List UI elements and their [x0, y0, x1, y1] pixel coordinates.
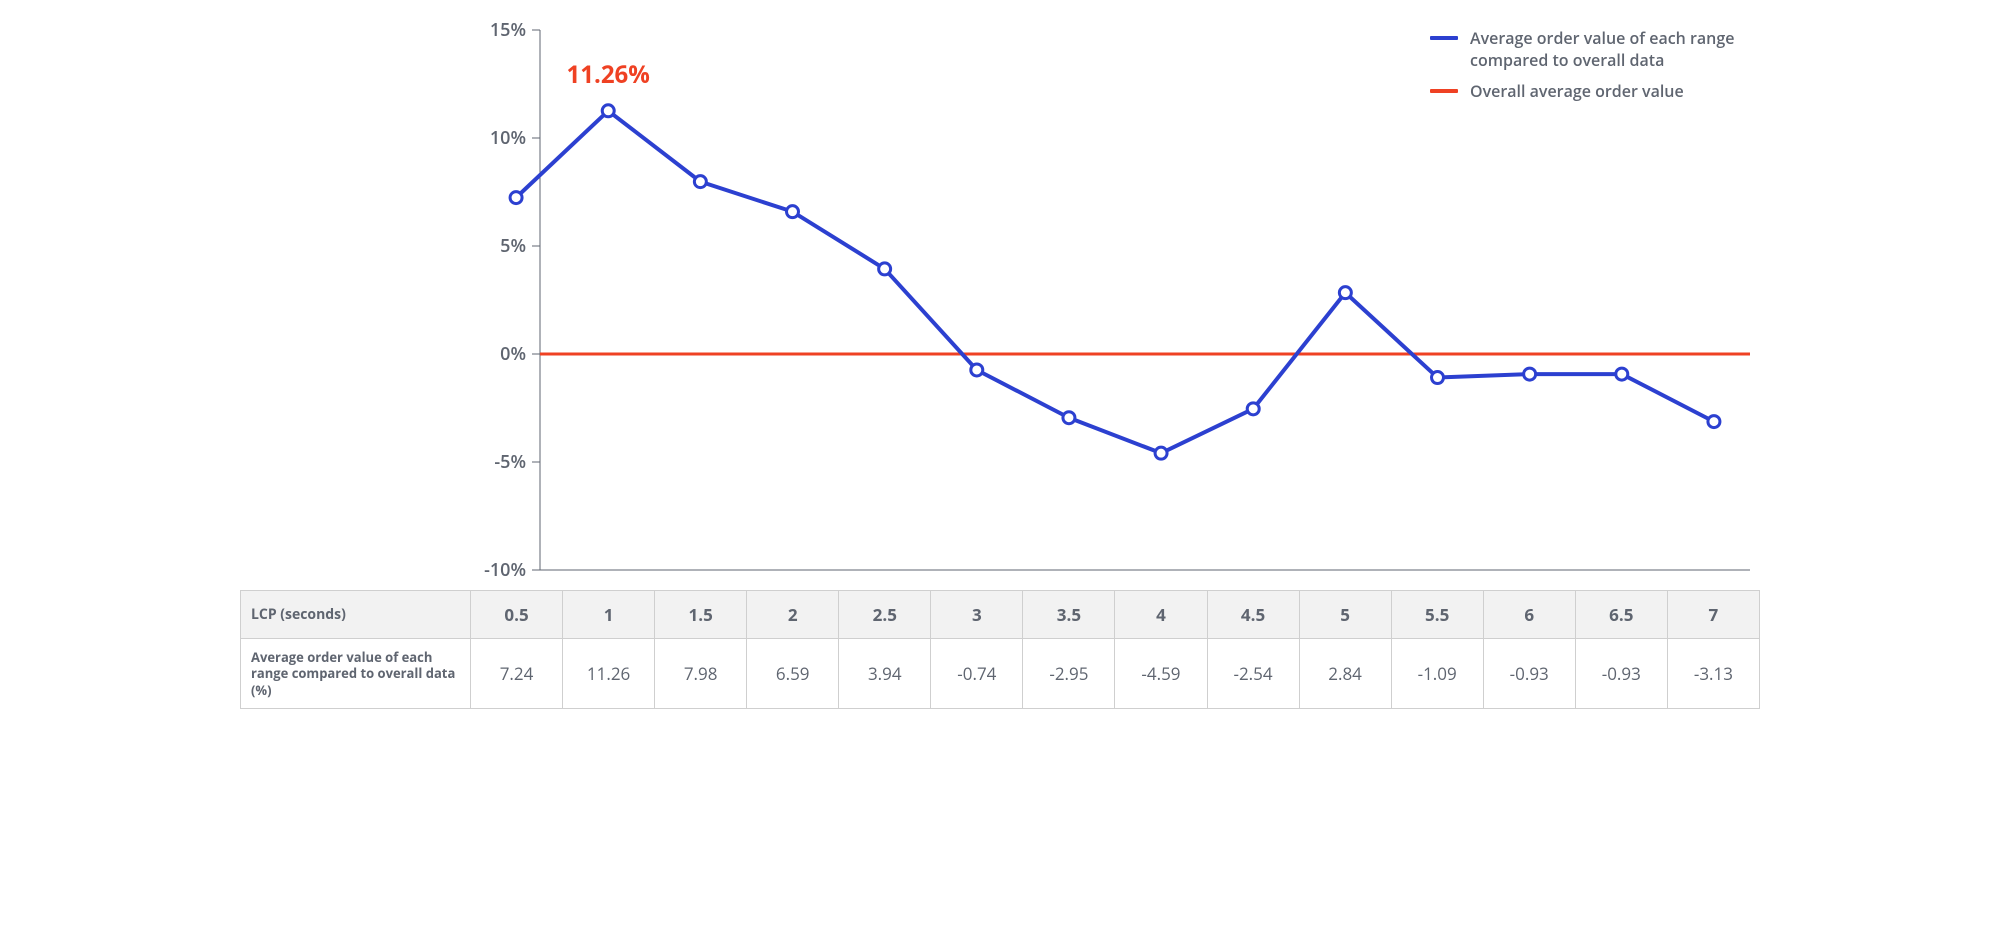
chart-area: -10% -5% 0% 5% 10% 15% 11.26% Average order va… — [240, 20, 1760, 590]
table-col-header: 1.5 — [655, 591, 747, 639]
svg-text:-10%: -10% — [484, 558, 526, 582]
table-col-header: 4 — [1115, 591, 1207, 639]
table-cell: -3.13 — [1667, 639, 1759, 709]
table-col-header: 7 — [1667, 591, 1759, 639]
legend: Average order value of each range compar… — [1430, 28, 1750, 113]
table-col-header: 2.5 — [839, 591, 931, 639]
table-row1-label: LCP (seconds) — [241, 591, 471, 639]
table-cell: 11.26 — [563, 639, 655, 709]
table-col-header: 2 — [747, 591, 839, 639]
table-cell: 7.24 — [471, 639, 563, 709]
data-table: LCP (seconds) 0.511.522.533.544.555.566.… — [240, 590, 1760, 709]
svg-text:5%: 5% — [500, 234, 526, 258]
legend-swatch-series — [1430, 36, 1458, 40]
table-col-header: 5 — [1299, 591, 1391, 639]
table-col-header: 5.5 — [1391, 591, 1483, 639]
legend-label-overall: Overall average order value — [1470, 81, 1684, 103]
svg-text:10%: 10% — [490, 126, 526, 150]
table-cell: 3.94 — [839, 639, 931, 709]
table-cell: -0.93 — [1575, 639, 1667, 709]
legend-label-series: Average order value of each range compar… — [1470, 28, 1750, 71]
svg-text:15%: 15% — [490, 20, 526, 42]
table-cell: -2.95 — [1023, 639, 1115, 709]
svg-text:-5%: -5% — [494, 450, 526, 474]
table-col-header: 1 — [563, 591, 655, 639]
table-row2-label: Average order value of each range compar… — [241, 639, 471, 709]
table-cell: 7.98 — [655, 639, 747, 709]
table-cell: -0.93 — [1483, 639, 1575, 709]
table-col-header: 6 — [1483, 591, 1575, 639]
table-cell: -0.74 — [931, 639, 1023, 709]
table-cell: -4.59 — [1115, 639, 1207, 709]
table-cell: -2.54 — [1207, 639, 1299, 709]
svg-text:0%: 0% — [500, 342, 526, 366]
chart-container: -10% -5% 0% 5% 10% 15% 11.26% Average order va… — [240, 20, 1760, 709]
table-col-header: 4.5 — [1207, 591, 1299, 639]
legend-item-series: Average order value of each range compar… — [1430, 28, 1750, 71]
table-cell: 2.84 — [1299, 639, 1391, 709]
table-col-header: 6.5 — [1575, 591, 1667, 639]
legend-swatch-overall — [1430, 89, 1458, 93]
legend-item-overall: Overall average order value — [1430, 81, 1750, 103]
table-cell: -1.09 — [1391, 639, 1483, 709]
table-row-values: Average order value of each range compar… — [241, 639, 1760, 709]
table-col-header: 0.5 — [471, 591, 563, 639]
table-cell: 6.59 — [747, 639, 839, 709]
table-row-header: LCP (seconds) 0.511.522.533.544.555.566.… — [241, 591, 1760, 639]
svg-text:11.26%: 11.26% — [567, 58, 650, 91]
table-col-header: 3 — [931, 591, 1023, 639]
table-col-header: 3.5 — [1023, 591, 1115, 639]
